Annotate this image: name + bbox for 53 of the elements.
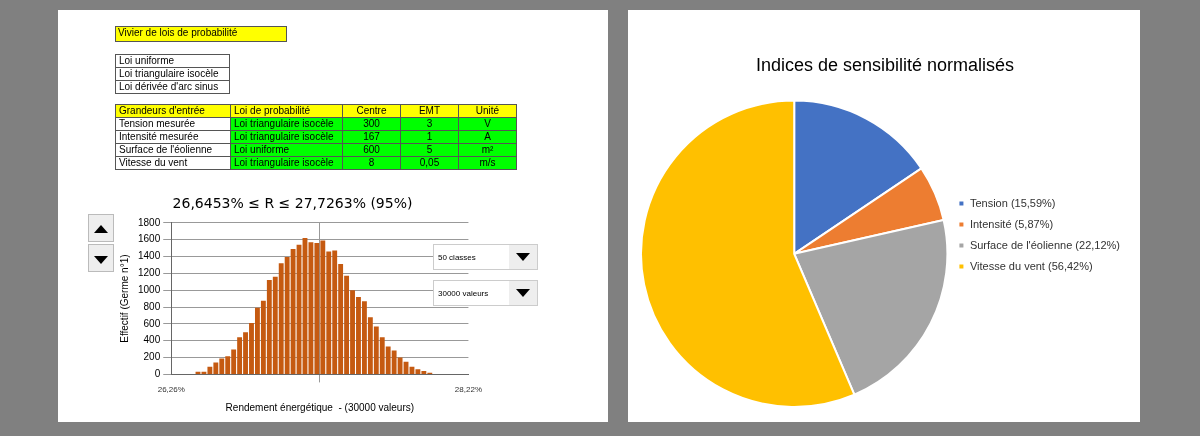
text: 600 [342, 143, 401, 157]
text: Tension mesurée [115, 117, 231, 131]
text: Loi de probabilité [230, 104, 343, 118]
text: EMT [400, 104, 459, 118]
text: 5 [400, 143, 459, 157]
dropdown: 50 classes [433, 244, 538, 270]
y-axis-title: Effectif (Germe n°1) [118, 254, 130, 343]
text: Loi triangulaire isocèle [115, 67, 230, 81]
text: Centre [342, 104, 401, 118]
text: 167 [342, 130, 401, 144]
annotation: 30000 valeurs [438, 289, 489, 298]
legend-label: Tension (15,59%) [969, 196, 1056, 209]
x-tick-label: 26,26% [157, 385, 185, 395]
text: Intensité mesurée [115, 130, 231, 144]
x-axis-title: Rendement énergétique - (30000 valeurs) [225, 401, 415, 413]
text: m² [458, 143, 517, 157]
text: Vitesse du vent [115, 156, 231, 170]
y-tick-label: 200 [143, 351, 161, 363]
legend-label: Surface de l'éolienne (22,12%) [969, 238, 1121, 251]
x-tick-label: 28,22% [454, 385, 482, 395]
text: Loi dérivée d'arc sinus [115, 80, 230, 94]
y-tick-label: 1000 [138, 283, 161, 295]
text: Loi triangulaire isocèle [230, 117, 343, 131]
text: 0,05 [400, 156, 459, 170]
y-tick-label: 1400 [138, 250, 161, 262]
text: Loi uniforme [115, 54, 230, 68]
text: m/s [458, 156, 517, 170]
text: Grandeurs d'entrée [115, 104, 231, 118]
y-tick-label: 1600 [138, 233, 161, 245]
y-tick-label: 1200 [138, 267, 161, 279]
text: 1 [400, 130, 459, 144]
text: Loi triangulaire isocèle [230, 130, 343, 144]
legend-label: Intensité (5,87%) [969, 217, 1054, 230]
y-tick-label: 600 [143, 317, 161, 329]
y-tick-label: 0 [154, 368, 161, 380]
dropdown: 30000 valeurs [433, 280, 538, 306]
legend-label: Vitesse du vent (56,42%) [969, 259, 1093, 272]
chart-title: 26,6453% ≤ R ≤ 27,7263% (95%) [172, 195, 413, 212]
y-tick-label: 400 [143, 334, 161, 346]
text: 300 [342, 117, 401, 131]
text: Loi triangulaire isocèle [230, 156, 343, 170]
y-tick-label: 800 [143, 300, 161, 312]
y-tick-label: 1800 [138, 216, 161, 228]
text: 8 [342, 156, 401, 170]
text: Unité [458, 104, 517, 118]
text: Surface de l'éolienne [115, 143, 231, 157]
chart-title: Indices de sensibilité normalisés [755, 54, 1015, 75]
text: Loi uniforme [230, 143, 343, 157]
text: Vivier de lois de probabilité [115, 26, 287, 42]
text: V [458, 117, 517, 131]
text: A [458, 130, 517, 144]
annotation: 50 classes [438, 253, 476, 262]
text: 3 [400, 117, 459, 131]
